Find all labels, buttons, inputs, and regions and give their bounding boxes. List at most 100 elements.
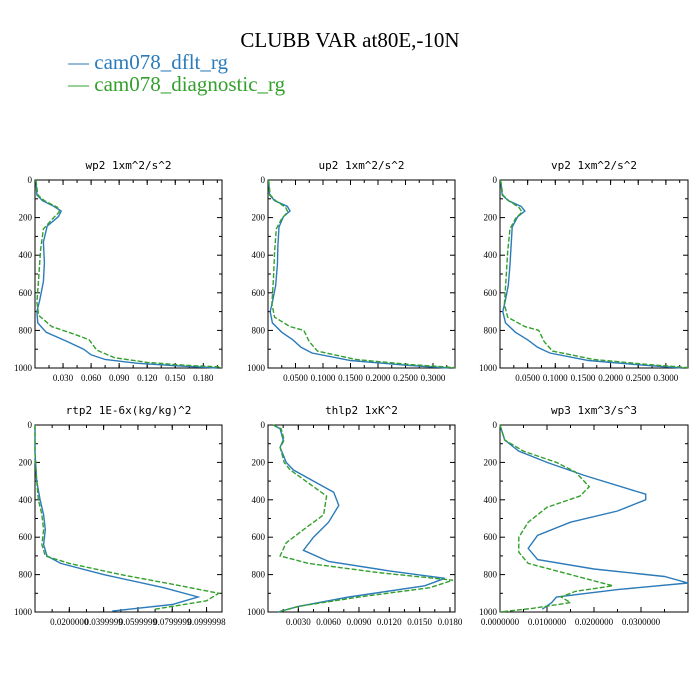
y-tick-label: 800 [484,570,498,580]
panel-4: rtp2 1E-6x(kg/kg)^2 0 200 400 600 800 1000 0.02… [14,404,226,627]
x-tick-label: 0.0200000 [575,617,614,627]
x-tick-label: 0.150 [165,373,186,383]
series-line-dflt [499,179,683,369]
panel-6: wp3 1xm^3/s^3 0 200 400 600 800 10000.0000000 0… [479,404,689,627]
x-tick-label: 0.3000 [421,373,446,383]
plot-frame [34,424,223,613]
y-tick-label: 600 [19,532,33,542]
y-tick-label: 400 [252,495,266,505]
x-tick-label: 0.0300000 [622,617,661,627]
x-tick-label: 0.1000 [311,373,336,383]
series-line-diagnostic [34,425,221,610]
y-tick-label: 400 [19,250,33,260]
x-tick-label: 0.2000 [366,373,391,383]
y-tick-label: 0 [28,175,33,185]
y-tick-label: 800 [484,325,498,335]
panel-2: up2 1xm^2/s^2 0 200 400 600 800 1000 0.0500 0.10… [247,159,456,383]
x-tick-label: 0.3000 [654,373,679,383]
series-line-diagnostic [35,179,223,368]
panel-title: vp2 1xm^2/s^2 [551,159,637,172]
y-tick-label: 0 [261,420,266,430]
series-line-dflt [272,424,446,613]
x-tick-label: 0.0200000 [50,617,89,627]
x-tick-label: 0.0500 [283,373,308,383]
plot-frame [267,424,456,613]
x-tick-label: 0.0799999 [153,617,192,627]
series-line-dflt [35,179,218,369]
series-line-dflt [267,179,450,369]
x-tick-label: 0.0399999 [84,617,123,627]
x-tick-label: 0.030 [53,373,74,383]
x-tick-label: 0.0100000 [528,617,567,627]
x-tick-label: 0.0599999 [119,617,158,627]
x-tick-label: 0.0500 [515,373,540,383]
y-tick-label: 1000 [247,607,266,617]
series-line-dflt [34,425,201,612]
series-line-diagnostic [499,179,689,369]
x-tick-label: 0.0999998 [187,617,226,627]
x-tick-label: 0.0060 [316,617,341,627]
panel-title: up2 1xm^2/s^2 [318,159,404,172]
x-tick-label: 0.0090 [347,617,372,627]
y-tick-label: 800 [19,325,33,335]
y-tick-label: 600 [484,288,498,298]
series-line-diagnostic [267,179,456,369]
y-tick-label: 0 [493,420,498,430]
series-line-diagnostic [272,424,454,613]
x-tick-label: 0.0120 [377,617,402,627]
x-tick-label: 0.060 [81,373,102,383]
y-tick-label: 600 [252,288,266,298]
x-tick-label: 0.120 [137,373,158,383]
panel-title: thlp2 1xK^2 [325,404,398,417]
y-tick-label: 600 [19,288,33,298]
legend-entry-diagnostic: — cam078_diagnostic_rg [68,72,285,97]
x-tick-label: 0.0000000 [481,617,520,627]
legend-label-dflt: cam078_dflt_rg [94,50,229,74]
y-tick-label: 1000 [14,607,33,617]
figure-title: CLUBB VAR at80E,-10N [240,28,460,52]
legend-swatch-dflt: — [68,50,95,74]
legend-swatch-diagnostic: — [68,72,95,96]
panel-title: wp3 1xm^3/s^3 [551,404,637,417]
panel-title: wp2 1xm^2/s^2 [85,159,171,172]
y-tick-label: 200 [252,457,266,467]
y-tick-label: 600 [484,532,498,542]
x-tick-label: 0.1500 [338,373,363,383]
y-tick-label: 1000 [479,363,498,373]
y-tick-label: 200 [19,457,33,467]
x-tick-label: 0.0180 [438,617,463,627]
x-tick-label: 0.090 [109,373,130,383]
legend-entry-dflt: — cam078_dflt_rg [68,50,228,75]
y-tick-label: 0 [261,175,266,185]
series-line-diagnostic [499,424,613,613]
panel-3: vp2 1xm^2/s^2 0 200 400 600 800 1000 0.0500 0.10… [479,159,689,383]
y-tick-label: 800 [252,325,266,335]
x-tick-label: 0.180 [193,373,214,383]
y-tick-label: 400 [484,495,498,505]
y-tick-label: 600 [252,532,266,542]
x-tick-label: 0.1500 [571,373,596,383]
y-tick-label: 1000 [479,607,498,617]
x-tick-label: 0.2000 [598,373,623,383]
plot-frame [267,179,456,369]
y-tick-label: 0 [493,175,498,185]
series-line-dflt [499,424,689,610]
y-tick-label: 800 [252,570,266,580]
x-tick-label: 0.0150 [407,617,432,627]
x-tick-label: 0.0030 [286,617,311,627]
y-tick-label: 1000 [14,363,33,373]
y-tick-label: 200 [19,213,33,223]
x-tick-label: 0.1000 [543,373,568,383]
legend-label-diagnostic: cam078_diagnostic_rg [94,72,286,96]
panel-title: rtp2 1E-6x(kg/kg)^2 [66,404,192,417]
y-tick-label: 200 [484,213,498,223]
y-tick-label: 1000 [247,363,266,373]
y-tick-label: 0 [28,420,33,430]
y-tick-label: 400 [252,250,266,260]
y-tick-label: 200 [484,457,498,467]
x-tick-label: 0.2500 [393,373,418,383]
panel-5: thlp2 1xK^2 0 200 400 600 800 1000 0.0030 0.0060… [247,404,463,627]
y-tick-label: 400 [484,250,498,260]
y-tick-label: 800 [19,570,33,580]
